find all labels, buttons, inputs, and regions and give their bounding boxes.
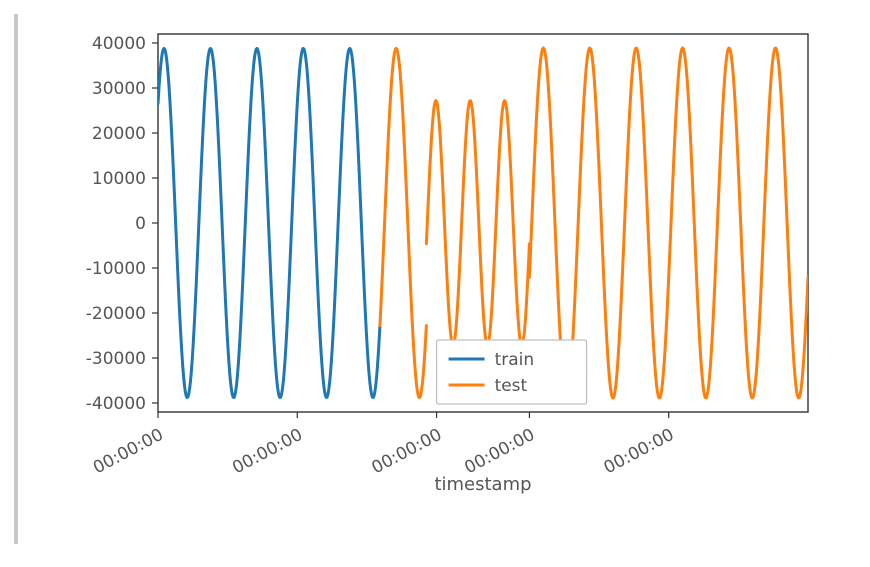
y-tick-label: -20000 (86, 304, 146, 324)
y-tick-label: 40000 (92, 34, 146, 54)
x-axis-label: timestamp (434, 474, 531, 495)
y-tick-label: -30000 (86, 349, 146, 369)
line-chart: -40000 -30000 -20000 -10000 0 10000 20000 30000… (50, 14, 820, 514)
y-tick-label: -10000 (86, 259, 146, 279)
jupyter-cell-rule (14, 14, 18, 544)
x-tick-label: 00:00:00 (368, 425, 445, 479)
chart-container: -40000 -30000 -20000 -10000 0 10000 20000 30000… (50, 14, 820, 514)
y-tick-label: 20000 (92, 124, 146, 144)
y-tick-label: -40000 (86, 394, 146, 414)
legend: train test (437, 340, 587, 404)
x-tick-label: 00:00:00 (90, 425, 167, 479)
page-root: -40000 -30000 -20000 -10000 0 10000 20000 30000… (0, 0, 870, 567)
y-tick-label: 0 (135, 214, 146, 234)
legend-label-test: test (495, 376, 528, 396)
legend-label-train: train (495, 350, 535, 370)
x-tick-label: 00:00:00 (461, 425, 538, 479)
x-tick-label: 00:00:00 (229, 425, 306, 479)
x-tick-label: 00:00:00 (601, 425, 678, 479)
y-tick-label: 10000 (92, 169, 146, 189)
y-tick-label: 30000 (92, 79, 146, 99)
